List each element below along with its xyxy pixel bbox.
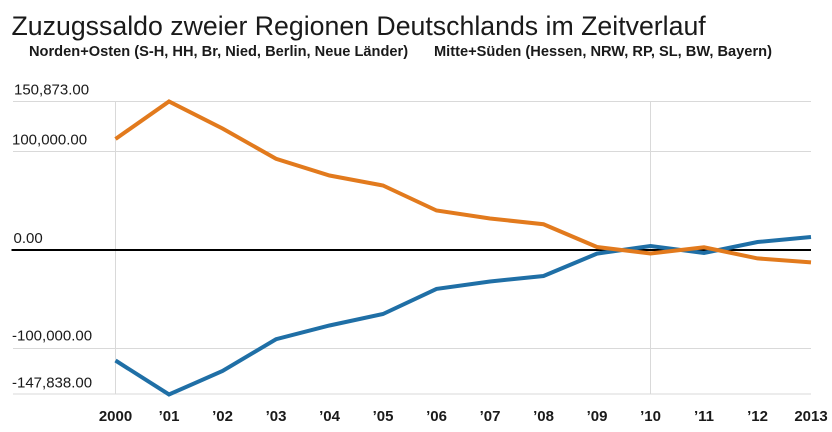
svg-text:’08: ’08 [533, 408, 554, 425]
svg-text:Zuzugssaldo zweier Regionen De: Zuzugssaldo zweier Regionen Deutschlands… [12, 11, 707, 41]
svg-text:’03: ’03 [266, 408, 287, 425]
svg-text:Norden+Osten (S-H, HH, Br, Nie: Norden+Osten (S-H, HH, Br, Nied, Berlin,… [29, 44, 408, 60]
svg-text:’01: ’01 [159, 408, 180, 425]
svg-text:-147,838.00: -147,838.00 [12, 375, 92, 392]
svg-text:’06: ’06 [426, 408, 447, 425]
svg-text:’07: ’07 [480, 408, 501, 425]
svg-text:2013: 2013 [794, 408, 827, 425]
svg-text:’02: ’02 [212, 408, 233, 425]
svg-text:2000: 2000 [99, 408, 132, 425]
svg-text:-100,000.00: -100,000.00 [12, 327, 92, 344]
svg-text:’05: ’05 [373, 408, 394, 425]
svg-text:150,873.00: 150,873.00 [14, 82, 89, 99]
svg-text:’09: ’09 [587, 408, 608, 425]
svg-text:’12: ’12 [747, 408, 768, 425]
svg-text:’11: ’11 [694, 408, 714, 425]
svg-text:Mitte+Süden (Hessen, NRW, RP,: Mitte+Süden (Hessen, NRW, RP, SL, BW, Ba… [434, 44, 772, 60]
svg-text:’10: ’10 [640, 408, 661, 425]
svg-text:0.00: 0.00 [14, 230, 43, 247]
svg-text:100,000.00: 100,000.00 [12, 132, 87, 149]
svg-text:’04: ’04 [319, 408, 341, 425]
